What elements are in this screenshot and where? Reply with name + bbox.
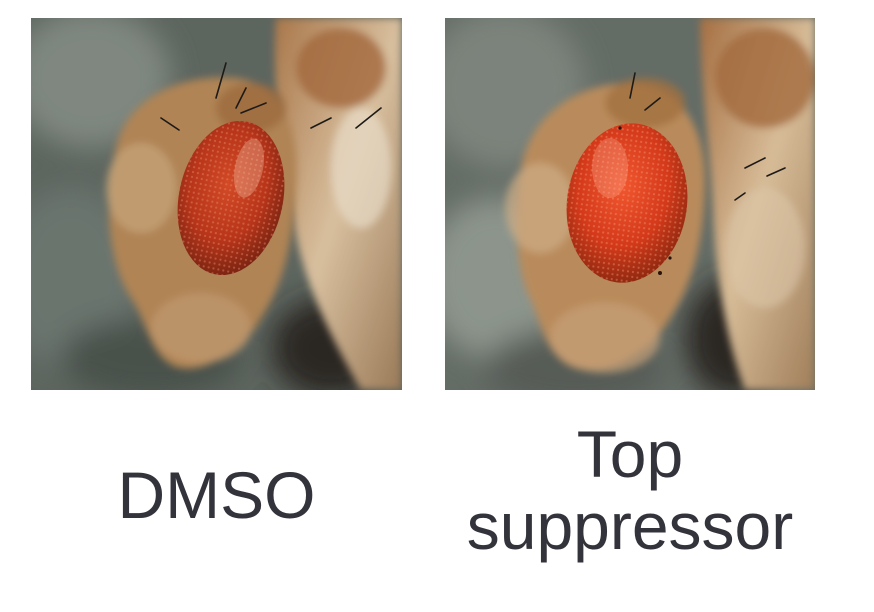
top-suppressor-fly-eye-image [445,18,815,390]
top-suppressor-compound-eye [566,123,688,283]
top-suppressor-caption-line-2: suppressor [466,489,794,563]
dmso-fly-eye-photo [31,18,402,390]
dmso-fly-eye-image [31,18,402,390]
top-suppressor-caption: Top suppressor [430,418,830,562]
top-suppressor-fly-eye-photo [445,18,815,390]
top-suppressor-caption-line-1: Top [576,417,684,491]
dmso-caption: DMSO [117,458,316,532]
dmso-compound-eye [177,120,285,276]
